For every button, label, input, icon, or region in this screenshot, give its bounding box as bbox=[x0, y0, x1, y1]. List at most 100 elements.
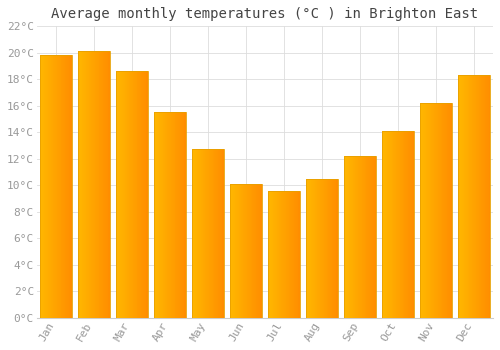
Bar bbox=[180, 112, 181, 318]
Bar bbox=[297, 190, 298, 318]
Bar bbox=[470, 75, 471, 318]
Bar bbox=[128, 71, 130, 318]
Bar bbox=[214, 149, 215, 318]
Bar bbox=[54, 55, 55, 318]
Bar bbox=[156, 112, 157, 318]
Title: Average monthly temperatures (°C ) in Brighton East: Average monthly temperatures (°C ) in Br… bbox=[52, 7, 478, 21]
Bar bbox=[119, 71, 120, 318]
Bar bbox=[484, 75, 486, 318]
Bar bbox=[450, 103, 452, 318]
Bar bbox=[336, 178, 338, 318]
Bar bbox=[464, 75, 465, 318]
Bar bbox=[116, 71, 148, 318]
Bar bbox=[352, 156, 354, 318]
Bar bbox=[130, 71, 131, 318]
Bar bbox=[403, 131, 404, 318]
Bar bbox=[181, 112, 182, 318]
Bar bbox=[330, 178, 331, 318]
Bar bbox=[123, 71, 124, 318]
Bar bbox=[317, 178, 318, 318]
Bar bbox=[59, 55, 60, 318]
Bar bbox=[106, 51, 108, 318]
Bar bbox=[448, 103, 449, 318]
Bar bbox=[71, 55, 72, 318]
Bar bbox=[290, 190, 291, 318]
Bar bbox=[160, 112, 161, 318]
Bar bbox=[382, 131, 414, 318]
Bar bbox=[154, 112, 156, 318]
Bar bbox=[248, 184, 249, 318]
Bar bbox=[295, 190, 296, 318]
Bar bbox=[40, 55, 72, 318]
Bar bbox=[124, 71, 126, 318]
Bar bbox=[122, 71, 123, 318]
Bar bbox=[211, 149, 212, 318]
Bar bbox=[354, 156, 355, 318]
Bar bbox=[422, 103, 423, 318]
Bar bbox=[296, 190, 297, 318]
Bar bbox=[325, 178, 326, 318]
Bar bbox=[334, 178, 335, 318]
Bar bbox=[268, 190, 300, 318]
Bar bbox=[105, 51, 106, 318]
Bar bbox=[98, 51, 100, 318]
Bar bbox=[249, 184, 250, 318]
Bar bbox=[322, 178, 324, 318]
Bar bbox=[97, 51, 98, 318]
Bar bbox=[276, 190, 278, 318]
Bar bbox=[230, 184, 262, 318]
Bar bbox=[192, 149, 224, 318]
Bar bbox=[84, 51, 85, 318]
Bar bbox=[108, 51, 109, 318]
Bar bbox=[289, 190, 290, 318]
Bar bbox=[132, 71, 134, 318]
Bar bbox=[60, 55, 62, 318]
Bar bbox=[294, 190, 295, 318]
Bar bbox=[460, 75, 461, 318]
Bar bbox=[120, 71, 122, 318]
Bar bbox=[329, 178, 330, 318]
Bar bbox=[116, 71, 117, 318]
Bar bbox=[466, 75, 467, 318]
Bar bbox=[442, 103, 444, 318]
Bar bbox=[374, 156, 376, 318]
Bar bbox=[174, 112, 176, 318]
Bar bbox=[426, 103, 427, 318]
Bar bbox=[80, 51, 81, 318]
Bar bbox=[462, 75, 464, 318]
Bar bbox=[253, 184, 254, 318]
Bar bbox=[50, 55, 51, 318]
Bar bbox=[88, 51, 89, 318]
Bar bbox=[55, 55, 56, 318]
Bar bbox=[331, 178, 332, 318]
Bar bbox=[396, 131, 397, 318]
Bar bbox=[66, 55, 67, 318]
Bar bbox=[488, 75, 490, 318]
Bar bbox=[424, 103, 426, 318]
Bar bbox=[90, 51, 92, 318]
Bar bbox=[237, 184, 238, 318]
Bar bbox=[258, 184, 259, 318]
Bar bbox=[236, 184, 237, 318]
Bar bbox=[256, 184, 257, 318]
Bar bbox=[157, 112, 158, 318]
Bar bbox=[250, 184, 252, 318]
Bar bbox=[402, 131, 403, 318]
Bar bbox=[362, 156, 363, 318]
Bar bbox=[158, 112, 160, 318]
Bar bbox=[102, 51, 104, 318]
Bar bbox=[310, 178, 312, 318]
Bar bbox=[309, 178, 310, 318]
Bar bbox=[177, 112, 178, 318]
Bar bbox=[346, 156, 347, 318]
Bar bbox=[369, 156, 370, 318]
Bar bbox=[293, 190, 294, 318]
Bar bbox=[142, 71, 143, 318]
Bar bbox=[358, 156, 359, 318]
Bar bbox=[164, 112, 165, 318]
Bar bbox=[433, 103, 434, 318]
Bar bbox=[210, 149, 211, 318]
Bar bbox=[306, 178, 308, 318]
Bar bbox=[350, 156, 351, 318]
Bar bbox=[232, 184, 233, 318]
